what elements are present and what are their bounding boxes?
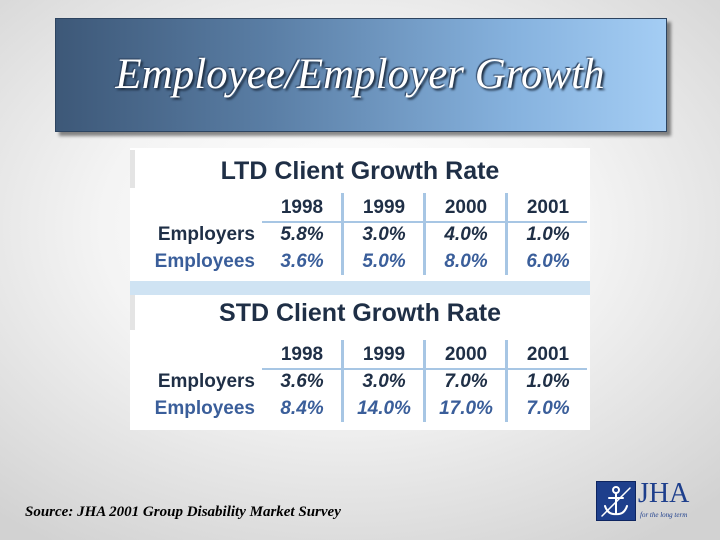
std-employers-label: Employers xyxy=(157,371,255,392)
std-table-title: STD Client Growth Rate xyxy=(219,299,501,327)
ltd-year-header: 2000 xyxy=(444,197,488,218)
ltd-employees-value: 6.0% xyxy=(526,251,570,272)
std-col-divider xyxy=(423,340,426,422)
ltd-employers-value: 4.0% xyxy=(444,224,488,245)
std-year-header: 1999 xyxy=(362,344,406,365)
std-employees-value: 7.0% xyxy=(526,398,570,419)
std-employees-value: 17.0% xyxy=(439,398,493,419)
std-employers-value: 3.0% xyxy=(362,371,406,392)
ltd-header-rule xyxy=(262,221,587,223)
std-year-header: 1998 xyxy=(280,344,324,365)
ltd-col-divider xyxy=(341,193,344,275)
ltd-employees-label: Employees xyxy=(154,251,255,272)
std-col-divider xyxy=(341,340,344,422)
ltd-col-divider xyxy=(423,193,426,275)
std-employers-value: 7.0% xyxy=(444,371,488,392)
ltd-year-header: 1999 xyxy=(362,197,406,218)
std-employees-label: Employees xyxy=(154,398,255,419)
std-year-header: 2000 xyxy=(444,344,488,365)
ltd-employees-value: 8.0% xyxy=(444,251,488,272)
table-divider xyxy=(130,281,590,295)
source-citation: Source: JHA 2001 Group Disability Market… xyxy=(25,504,341,520)
std-employees-value: 8.4% xyxy=(280,398,324,419)
std-header-rule xyxy=(262,368,587,370)
std-year-header: 2001 xyxy=(526,344,570,365)
panel-edge-bottom xyxy=(130,295,135,330)
std-employers-value: 3.6% xyxy=(280,371,324,392)
anchor-icon xyxy=(601,486,631,517)
title-banner xyxy=(55,18,667,132)
std-col-divider xyxy=(505,340,508,422)
ltd-employers-value: 5.8% xyxy=(280,224,324,245)
ltd-employees-value: 3.6% xyxy=(280,251,324,272)
ltd-year-header: 2001 xyxy=(526,197,570,218)
std-employees-value: 14.0% xyxy=(357,398,411,419)
ltd-year-header: 1998 xyxy=(280,197,324,218)
panel-edge-top xyxy=(130,150,135,188)
ltd-employers-value: 3.0% xyxy=(362,224,406,245)
ltd-employers-value: 1.0% xyxy=(526,224,570,245)
std-employers-value: 1.0% xyxy=(526,371,570,392)
slide-title: Employee/Employer Growth xyxy=(115,51,605,98)
company-logo-tagline: for the long term xyxy=(640,511,688,519)
ltd-col-divider xyxy=(505,193,508,275)
ltd-employees-value: 5.0% xyxy=(362,251,406,272)
ltd-table-title: LTD Client Growth Rate xyxy=(220,157,500,185)
company-logo-text: JHA xyxy=(638,478,690,509)
anchor-logo-icon xyxy=(596,481,636,521)
ltd-employers-label: Employers xyxy=(157,224,255,245)
